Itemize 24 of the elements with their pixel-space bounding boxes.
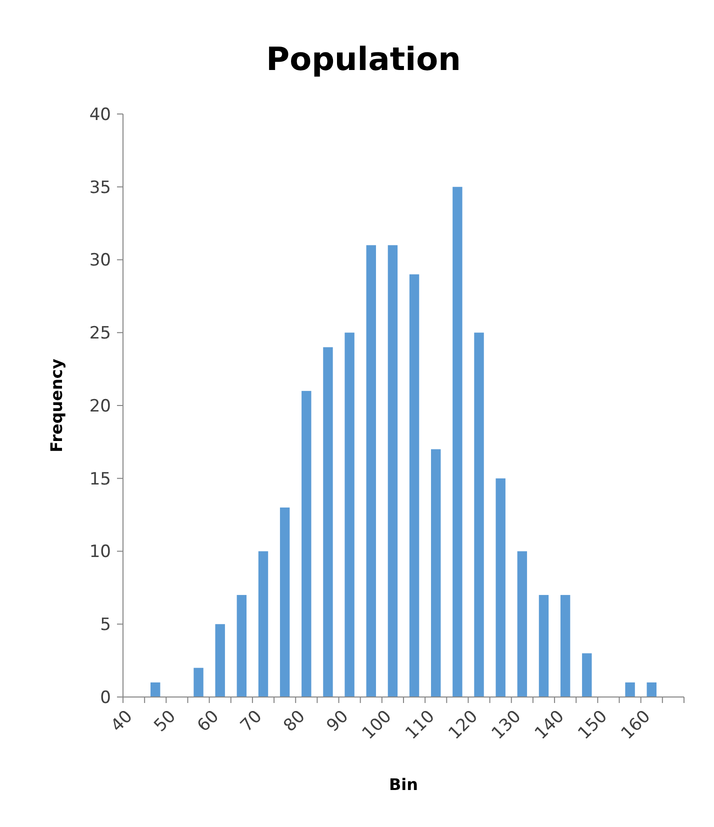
y-tick-label: 35 xyxy=(89,178,111,198)
y-tick-label: 30 xyxy=(89,250,111,271)
y-tick-label: 0 xyxy=(100,688,111,708)
y-tick-label: 10 xyxy=(89,542,111,562)
x-tick-label: 90 xyxy=(323,706,353,736)
x-tick-label: 160 xyxy=(618,706,655,744)
x-tick-label: 140 xyxy=(531,706,568,744)
x-tick-label: 130 xyxy=(488,706,526,744)
y-tick-label: 40 xyxy=(89,104,111,125)
x-tick-label: 100 xyxy=(358,706,396,744)
x-tick-label: 70 xyxy=(236,706,266,736)
y-tick-label: 5 xyxy=(100,615,111,636)
y-tick-label: 15 xyxy=(89,469,111,490)
y-tick-label: 20 xyxy=(89,396,111,416)
x-tick-label: 60 xyxy=(194,706,224,736)
x-axis-title: Bin xyxy=(388,775,418,794)
x-tick-label: 80 xyxy=(280,706,310,736)
x-tick-label: 110 xyxy=(402,706,439,744)
x-tick-label: 50 xyxy=(150,706,180,736)
x-tick-label: 120 xyxy=(444,706,482,744)
y-tick-label: 25 xyxy=(89,324,111,344)
x-tick-label: 150 xyxy=(574,706,612,744)
y-axis-title: Frequency xyxy=(47,358,66,452)
chart-title: Population xyxy=(266,40,461,78)
